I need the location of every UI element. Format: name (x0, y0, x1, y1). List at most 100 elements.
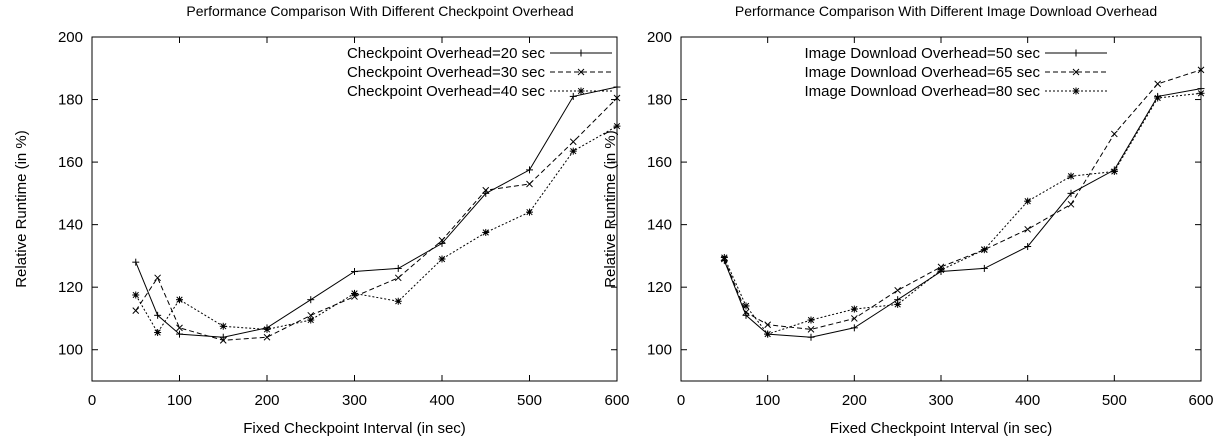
series-line (135, 86, 618, 338)
data-point (980, 264, 988, 272)
series-line (723, 88, 1202, 338)
data-point (526, 166, 533, 174)
data-point (937, 266, 945, 274)
legend-marker (577, 49, 585, 57)
legend-label: Checkpoint Overhead=20 sec (347, 45, 546, 62)
series-line (723, 92, 1202, 335)
data-point (850, 324, 858, 332)
data-series (132, 122, 621, 337)
data-point (394, 297, 402, 305)
y-tick-label: 180 (647, 92, 672, 109)
data-point (482, 189, 490, 197)
y-tick-label: 160 (58, 154, 83, 171)
data-point (850, 305, 858, 313)
data-point (351, 268, 358, 276)
chart-panel: Performance Comparison With Different Im… (602, 3, 1214, 437)
legend-label: Checkpoint Overhead=40 sec (347, 83, 546, 100)
data-point (1067, 189, 1075, 197)
legend-marker (1072, 49, 1080, 57)
data-point (980, 246, 988, 254)
data-point (438, 239, 446, 247)
data-point (154, 329, 162, 337)
data-point (132, 307, 140, 314)
data-point (1154, 94, 1162, 102)
data-series (132, 94, 621, 344)
data-point (307, 296, 315, 304)
data-point (438, 255, 446, 263)
data-point (742, 311, 750, 319)
data-point (176, 330, 183, 338)
x-tick-label: 200 (254, 392, 279, 409)
data-series (720, 89, 1205, 338)
data-point (132, 291, 140, 299)
y-tick-label: 100 (58, 342, 83, 359)
data-series (132, 83, 621, 341)
data-point (742, 308, 750, 316)
data-point (526, 208, 533, 216)
legend-marker (1072, 87, 1080, 95)
data-point (742, 302, 750, 310)
data-point (807, 333, 815, 341)
data-point (351, 289, 358, 297)
data-point (1110, 167, 1118, 175)
y-tick-label: 140 (58, 217, 83, 234)
data-point (219, 336, 227, 344)
x-axis-label: Fixed Checkpoint Interval (in sec) (243, 420, 466, 437)
data-point (764, 330, 772, 338)
data-point (263, 325, 271, 333)
series-line (135, 125, 618, 334)
x-tick-label: 300 (342, 392, 367, 409)
y-tick-label: 200 (58, 29, 83, 46)
legend-label: Image Download Overhead=50 sec (804, 45, 1040, 62)
data-point (894, 300, 902, 308)
x-tick-label: 600 (604, 392, 629, 409)
data-point (263, 333, 271, 341)
x-tick-label: 100 (755, 392, 780, 409)
chart-title: Performance Comparison With Different Ch… (186, 3, 573, 19)
data-series (720, 85, 1205, 341)
data-point (569, 147, 577, 155)
data-point (438, 236, 446, 244)
legend-marker (577, 87, 585, 95)
data-point (807, 326, 815, 333)
y-axis-label: Relative Runtime (in %) (13, 130, 30, 288)
data-point (1067, 172, 1075, 180)
x-tick-label: 100 (167, 392, 192, 409)
x-tick-label: 500 (517, 392, 542, 409)
data-point (307, 316, 315, 324)
x-tick-label: 300 (928, 392, 953, 409)
data-point (154, 274, 161, 282)
x-tick-label: 400 (429, 392, 454, 409)
y-tick-label: 120 (647, 279, 672, 296)
data-point (1197, 89, 1205, 97)
data-series (720, 66, 1205, 333)
legend-label: Image Download Overhead=65 sec (804, 64, 1040, 81)
data-point (764, 321, 772, 329)
data-point (154, 311, 162, 319)
data-point (176, 324, 183, 332)
y-tick-label: 180 (58, 92, 83, 109)
y-tick-label: 200 (647, 29, 672, 46)
data-point (1067, 200, 1075, 208)
data-point (894, 286, 902, 294)
x-axis-label: Fixed Checkpoint Interval (in sec) (830, 420, 1053, 437)
data-point (613, 122, 621, 130)
data-point (720, 253, 728, 261)
data-point (219, 333, 227, 341)
y-tick-label: 120 (58, 279, 83, 296)
series-line (723, 69, 1202, 330)
chart-panel: Performance Comparison With Different Ch… (13, 3, 630, 437)
data-point (394, 264, 402, 272)
chart-title: Performance Comparison With Different Im… (735, 3, 1157, 19)
data-point (613, 94, 621, 102)
data-point (482, 228, 490, 236)
data-point (1154, 80, 1162, 88)
y-axis-label: Relative Runtime (in %) (602, 130, 619, 288)
data-point (482, 186, 490, 194)
x-tick-label: 600 (1188, 392, 1213, 409)
legend-marker (577, 68, 585, 76)
x-tick-label: 0 (88, 392, 96, 409)
data-point (176, 296, 183, 304)
